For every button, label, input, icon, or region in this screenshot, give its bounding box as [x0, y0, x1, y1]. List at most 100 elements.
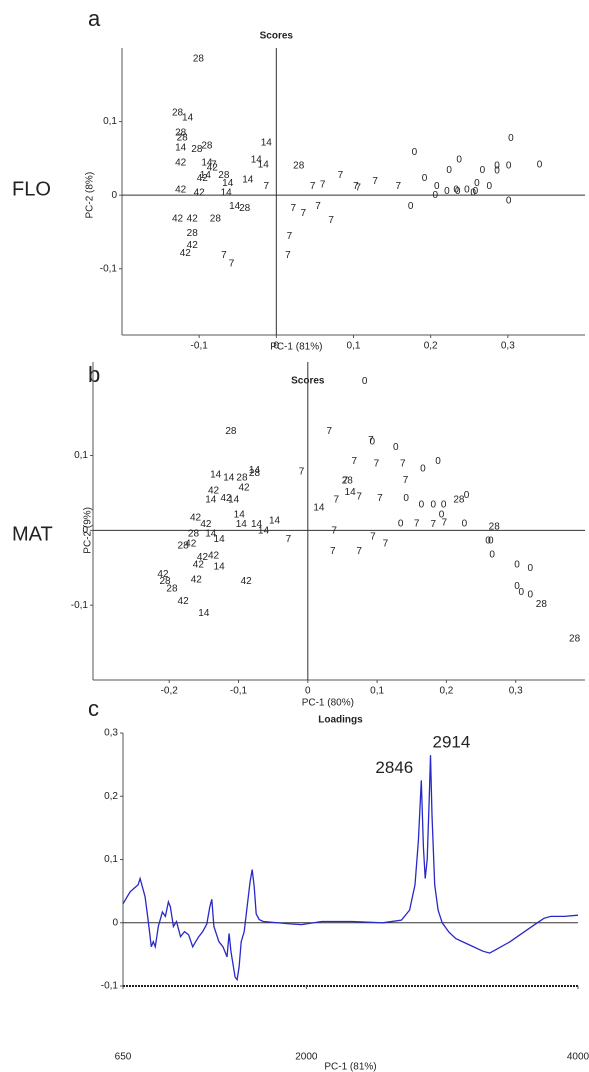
score-point: 0: [456, 154, 462, 165]
score-point: 0: [435, 456, 441, 467]
score-point: 7: [403, 475, 409, 486]
score-point: 0: [514, 581, 520, 592]
y-tick-label: 0: [82, 525, 88, 536]
score-point: 42: [178, 596, 190, 607]
y-tick-label: -0,1: [101, 981, 119, 992]
x-tick-label: 0,1: [347, 341, 361, 352]
score-point: 7: [342, 476, 348, 487]
score-point: 0: [473, 186, 479, 197]
score-point: 0: [527, 589, 533, 600]
score-point: 7: [368, 435, 374, 446]
score-point: 14: [198, 608, 210, 619]
score-point: 14: [228, 494, 240, 505]
score-point: 0: [439, 509, 445, 520]
score-point: 14: [251, 154, 263, 165]
x-tick-label: 4000: [567, 1052, 589, 1063]
x-tick-label: 0,2: [424, 341, 438, 352]
score-point: 14: [210, 470, 222, 481]
score-point: 0: [480, 165, 486, 176]
score-point: 14: [258, 160, 270, 171]
score-point: 0: [433, 190, 439, 201]
score-point: 42: [180, 248, 192, 259]
score-point: 7: [333, 494, 339, 505]
score-point: 28: [249, 468, 261, 479]
score-point: 14: [201, 157, 213, 168]
y-tick-label: 0,1: [104, 854, 118, 865]
score-point: 28: [569, 633, 581, 644]
x-tick-label: 0,2: [439, 686, 453, 697]
score-point: 0: [362, 376, 368, 387]
score-point: 28: [191, 144, 203, 155]
score-point: 42: [191, 574, 203, 585]
score-point: 42: [207, 163, 219, 174]
x-tick-label: 0,3: [509, 686, 523, 697]
score-point: 28: [225, 426, 237, 437]
score-point: 7: [374, 458, 380, 469]
score-point: 0: [527, 563, 533, 574]
score-point: 28: [175, 127, 187, 138]
score-point: 42: [200, 519, 212, 530]
score-point: 42: [172, 213, 184, 224]
score-point: 0: [462, 518, 468, 529]
score-point: 14: [251, 519, 263, 530]
score-point: 0: [412, 147, 418, 158]
score-point: 7: [285, 250, 291, 261]
score-point: 0: [464, 490, 470, 501]
score-point: 42: [187, 213, 199, 224]
score-point: 0: [508, 133, 514, 144]
x-tick-label: 650: [115, 1052, 132, 1063]
y-tick-label: 0,3: [104, 728, 118, 739]
score-point: 28: [178, 541, 190, 552]
x-tick-label: -0,1: [230, 686, 248, 697]
score-point: 14: [229, 201, 241, 212]
score-point: 0: [446, 165, 452, 176]
x-tick-label: -0,2: [161, 686, 179, 697]
score-point: 7: [320, 180, 326, 191]
score-point: 7: [211, 160, 217, 171]
score-point: 7: [372, 176, 378, 187]
chart-title: Scores: [260, 31, 294, 42]
score-point: 42: [208, 550, 220, 561]
score-point: 0: [506, 196, 512, 207]
score-point: 7: [355, 182, 361, 193]
score-point: 0: [393, 442, 399, 453]
score-point: 28: [166, 583, 178, 594]
score-point: 0: [464, 185, 470, 196]
x-axis-label: PC-1 (80%): [302, 698, 354, 709]
score-point: 7: [301, 208, 307, 219]
score-point: 28: [489, 521, 501, 532]
score-point: 7: [395, 181, 401, 192]
score-point: 42: [220, 493, 232, 504]
score-point: 14: [182, 113, 194, 124]
score-point: 7: [356, 491, 362, 502]
score-point: 0: [453, 185, 459, 196]
score-point: 7: [327, 426, 333, 437]
score-point: 7: [221, 250, 227, 261]
score-point: 14: [221, 188, 233, 199]
score-point: 0: [455, 186, 461, 197]
y-axis-label: PC-2 (8%): [85, 172, 96, 219]
score-point: 7: [356, 546, 362, 557]
panel-label: b: [88, 362, 100, 387]
score-point: 7: [328, 215, 334, 226]
score-point: 0: [494, 166, 500, 177]
y-tick-label: 0,1: [103, 116, 117, 127]
score-point: 0: [474, 178, 480, 189]
score-point: 7: [442, 518, 448, 529]
score-point: 7: [430, 519, 436, 530]
score-point: 14: [313, 503, 325, 514]
score-point: 14: [205, 494, 217, 505]
score-point: 28: [210, 213, 222, 224]
score-point: 28: [453, 494, 465, 505]
loading-line: [122, 755, 579, 982]
score-point: 14: [200, 170, 212, 181]
score-point: 0: [398, 518, 404, 529]
score-point: 0: [518, 587, 524, 598]
y-tick-label: 0: [112, 917, 118, 928]
score-point: 28: [201, 141, 213, 152]
score-point: 0: [403, 493, 409, 504]
x-tick-label: 0: [274, 341, 280, 352]
score-point: 28: [239, 203, 251, 214]
score-point: 42: [197, 552, 209, 563]
